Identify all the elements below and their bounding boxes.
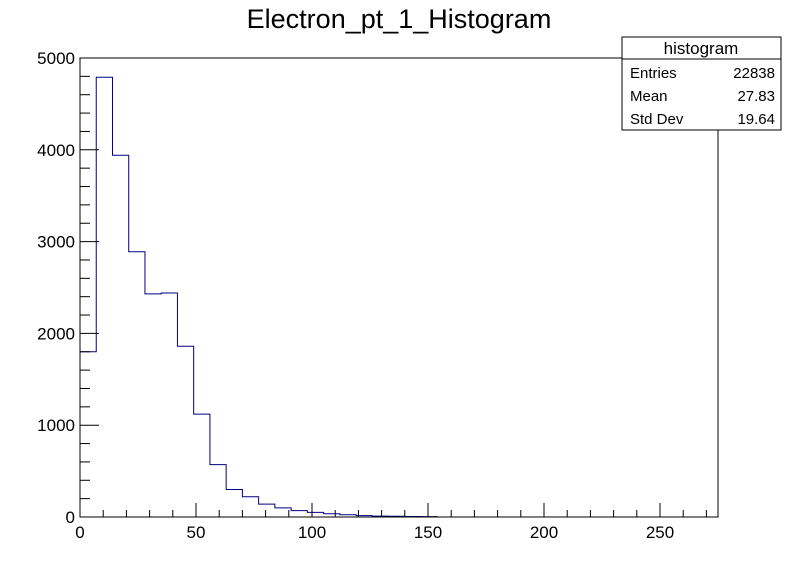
plot-frame <box>79 57 719 518</box>
axis-ticks <box>79 57 707 518</box>
y-tick-label: 2000 <box>37 324 75 343</box>
stats-std-label: Std Dev <box>630 111 684 128</box>
stats-box: histogram Entries 22838 Mean 27.83 Std D… <box>621 36 782 131</box>
stats-std-value: 19.64 <box>737 111 775 128</box>
stats-mean-label: Mean <box>630 88 668 105</box>
stats-box-title: histogram <box>664 39 739 58</box>
y-tick-label: 4000 <box>37 141 75 160</box>
x-tick-label: 150 <box>414 523 442 542</box>
x-tick-label: 0 <box>75 523 84 542</box>
stats-box-frame <box>621 36 782 131</box>
x-tick-label: 100 <box>298 523 326 542</box>
stats-entries-label: Entries <box>630 65 677 82</box>
y-tick-label: 3000 <box>37 233 75 252</box>
axis-tick-labels: 0 50 100 150 200 250 0 1000 2000 3000 4000 5000 <box>37 49 674 542</box>
y-tick-label: 0 <box>66 508 75 527</box>
y-tick-label: 5000 <box>37 49 75 68</box>
x-tick-label: 250 <box>646 523 674 542</box>
chart-title: Electron_pt_1_Histogram <box>247 4 552 34</box>
stats-entries-value: 22838 <box>733 65 775 82</box>
stats-mean-value: 27.83 <box>737 88 775 105</box>
x-tick-label: 50 <box>187 523 206 542</box>
y-tick-label: 1000 <box>37 416 75 435</box>
x-tick-label: 200 <box>530 523 558 542</box>
